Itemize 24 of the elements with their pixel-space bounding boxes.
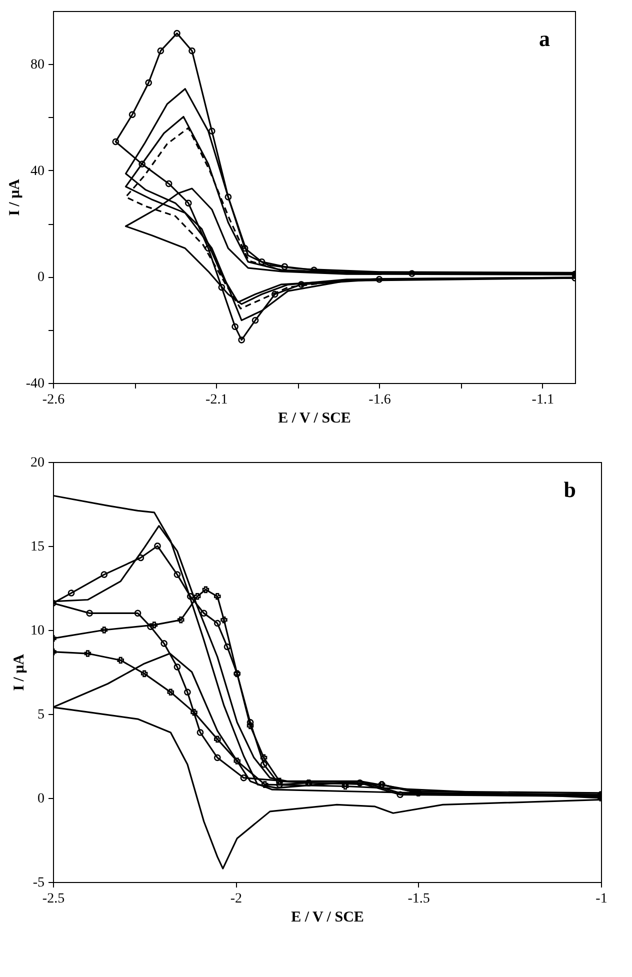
y-axis-title: I / μA xyxy=(6,178,23,216)
x-axis-title: E / V / SCE xyxy=(291,910,364,926)
y-tick-label: 0 xyxy=(38,270,44,286)
x-tick-label: -2.6 xyxy=(42,392,65,408)
y-axis-title: I / μA xyxy=(12,654,28,691)
x-tick-label: -1.6 xyxy=(368,392,391,408)
x-axis-title: E / V / SCE xyxy=(278,410,351,426)
annotation: b xyxy=(564,477,576,502)
x-tick-label: -1 xyxy=(596,892,608,906)
x-tick-label: -2.1 xyxy=(206,392,228,408)
y-tick-label: 20 xyxy=(30,456,44,470)
x-tick-label: -2 xyxy=(230,892,242,906)
y-tick-label: 15 xyxy=(30,540,44,554)
y-tick-label: 10 xyxy=(30,624,44,638)
x-tick-label: -2.5 xyxy=(42,892,65,906)
x-tick-label: -1.1 xyxy=(532,392,554,408)
y-tick-label: 40 xyxy=(30,164,44,179)
y-tick-label: -40 xyxy=(26,376,44,392)
y-tick-label: 80 xyxy=(30,58,44,73)
x-tick-label: -1.5 xyxy=(408,892,430,906)
y-tick-label: -5 xyxy=(32,876,44,890)
y-tick-label: 5 xyxy=(38,708,44,722)
y-tick-label: 0 xyxy=(38,792,44,806)
annotation: a xyxy=(539,26,550,51)
